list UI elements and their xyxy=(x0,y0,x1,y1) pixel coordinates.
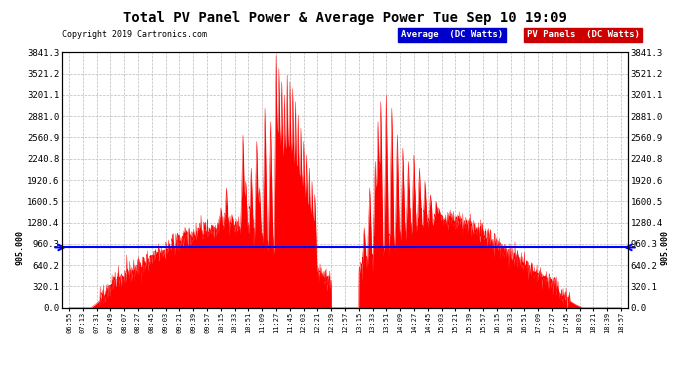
Title: Total PV Panel Power & Average Power Tue Sep 10 19:09: Total PV Panel Power & Average Power Tue… xyxy=(123,11,567,25)
Text: Average  (DC Watts): Average (DC Watts) xyxy=(401,30,503,39)
Text: 905.000: 905.000 xyxy=(15,230,24,265)
Text: Copyright 2019 Cartronics.com: Copyright 2019 Cartronics.com xyxy=(62,30,207,39)
Text: PV Panels  (DC Watts): PV Panels (DC Watts) xyxy=(526,30,640,39)
Text: 905.000: 905.000 xyxy=(660,230,669,265)
